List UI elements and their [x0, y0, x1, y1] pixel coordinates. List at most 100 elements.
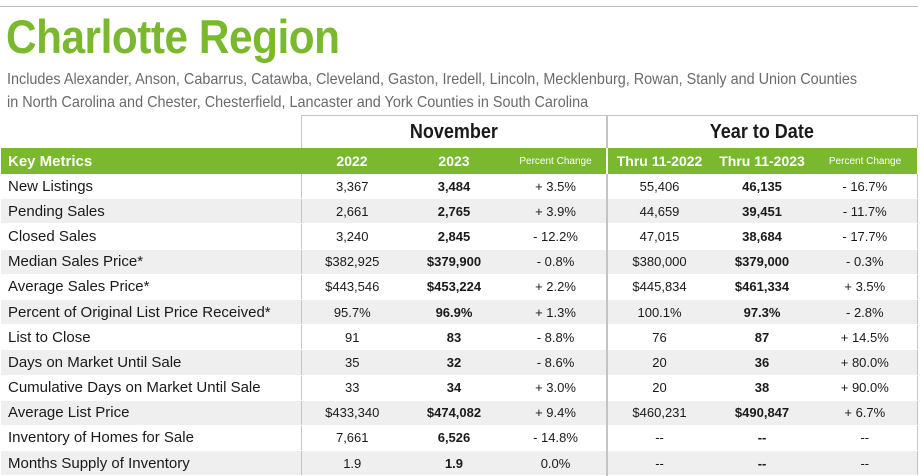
table-row: Pending Sales 2,661 2,765 + 3.9% 44,659 39,45… — [1, 198, 918, 225]
ytd-percent-change: + 14.5% — [813, 324, 918, 351]
ytd-percent-change: + 6.7% — [813, 400, 918, 426]
nov-2022-value: 33 — [300, 375, 403, 401]
nov-2023-value: 2,845 — [403, 223, 505, 250]
ytd-percent-change: -- — [813, 450, 918, 476]
metric-name: Pending Sales — [1, 198, 301, 225]
ytd-2022-value: 47,015 — [606, 223, 712, 250]
table-row: List to Close 91 83- 8.8% 76 87 + 14.5% — [1, 324, 918, 351]
ytd-2023-value: 39,451 — [711, 198, 814, 225]
header-ytd-percent-change: Percent Change — [813, 148, 918, 174]
nov-2022-value: 2,661 — [300, 198, 403, 225]
header-nov-percent-change: Percent Change — [505, 148, 608, 174]
metric-rows: New Listings 3,367 3,484 + 3.5% 55,406 46,135… — [1, 174, 918, 476]
ytd-2022-value: 76 — [606, 324, 712, 351]
nov-2023-value: 6,526 — [403, 425, 505, 452]
ytd-percent-change: + 90.0% — [813, 375, 918, 401]
header-ytd-2023: Thru 11-2023 — [711, 148, 814, 174]
nov-percent-change: - 0.8% — [505, 249, 608, 275]
metric-name: Average List Price — [1, 400, 301, 426]
ytd-2022-value: 20 — [606, 349, 712, 376]
metric-name: List to Close — [1, 324, 301, 351]
table-row: Percent of Original List Price Received*… — [1, 299, 918, 326]
ytd-2023-value: 46,135 — [711, 174, 814, 200]
group-year-to-date: Year to Date — [606, 115, 918, 148]
period-group-row: November Year to Date — [1, 115, 918, 149]
ytd-percent-change: + 80.0% — [813, 349, 918, 376]
nov-percent-change: + 1.3% — [505, 299, 608, 326]
key-metrics-table: November Year to Date Key Metrics 2022 2… — [1, 115, 918, 476]
column-header-row: Key Metrics 2022 2023 Percent Change Thr… — [1, 148, 918, 174]
nov-percent-change: + 3.9% — [505, 198, 608, 225]
group-november: November — [300, 115, 608, 148]
header-nov-2022: 2022 — [301, 148, 403, 174]
nov-2022-value: 91 — [300, 324, 403, 351]
ytd-percent-change: -- — [813, 425, 918, 452]
ytd-percent-change: + 3.5% — [813, 274, 918, 300]
table-row: Days on Market Until Sale 35 32- 8.6% 20 36 +… — [1, 349, 918, 376]
nov-percent-change: + 3.0% — [505, 375, 608, 401]
ytd-2022-value: $460,231 — [606, 400, 712, 426]
ytd-2023-value: 38 — [711, 375, 814, 401]
group-spacer — [1, 116, 301, 149]
nov-2023-value: 34 — [403, 375, 505, 401]
nov-percent-change: 0.0% — [505, 450, 608, 476]
nov-2023-value: $474,082 — [403, 400, 505, 426]
metric-name: Average Sales Price* — [1, 274, 301, 300]
ytd-2023-value: -- — [711, 450, 814, 476]
table-row: Months Supply of Inventory 1.9 1.9 0.0% -- --… — [1, 450, 918, 476]
nov-2023-value: $379,900 — [403, 249, 505, 275]
table-row: Average List Price $433,340 $474,082 + 9.4%… — [1, 400, 918, 426]
nov-2022-value: 3,367 — [300, 174, 403, 200]
nov-percent-change: + 2.2% — [505, 274, 608, 300]
nov-2022-value: 35 — [300, 349, 403, 376]
nov-percent-change: + 3.5% — [505, 174, 608, 200]
top-divider — [0, 6, 918, 7]
ytd-2023-value: 97.3% — [711, 299, 814, 326]
nov-2022-value: 1.9 — [300, 450, 403, 476]
ytd-2023-value: 87 — [711, 324, 814, 351]
nov-2023-value: $453,224 — [403, 274, 505, 300]
ytd-2023-value: -- — [711, 425, 814, 452]
nov-percent-change: + 9.4% — [505, 400, 608, 426]
nov-2023-value: 96.9% — [403, 299, 505, 326]
nov-2023-value: 1.9 — [403, 450, 505, 476]
metric-name: Median Sales Price* — [1, 249, 301, 275]
metric-name: Cumulative Days on Market Until Sale — [1, 375, 301, 401]
header-nov-2023: 2023 — [403, 148, 505, 174]
metric-name: New Listings — [1, 174, 301, 200]
metric-name: Percent of Original List Price Received* — [1, 299, 301, 326]
region-description-line-2: in North Carolina and Chester, Chesterfi… — [7, 94, 589, 111]
ytd-percent-change: - 0.3% — [813, 249, 918, 275]
ytd-percent-change: - 11.7% — [813, 198, 918, 225]
metric-name: Inventory of Homes for Sale — [1, 425, 301, 452]
nov-percent-change: - 14.8% — [505, 425, 608, 452]
metric-name: Days on Market Until Sale — [1, 349, 301, 376]
ytd-2023-value: $379,000 — [711, 249, 814, 275]
ytd-2023-value: 38,684 — [711, 223, 814, 250]
table-row: Median Sales Price* $382,925 $379,900- 0.8… — [1, 249, 918, 275]
ytd-2023-value: $461,334 — [711, 274, 814, 300]
ytd-2022-value: -- — [606, 425, 712, 452]
header-ytd-2022: Thru 11-2022 — [606, 148, 712, 174]
nov-2022-value: 3,240 — [300, 223, 403, 250]
nov-2022-value: $382,925 — [300, 249, 403, 275]
table-row: New Listings 3,367 3,484 + 3.5% 55,406 46,135… — [1, 174, 918, 200]
table-row: Cumulative Days on Market Until Sale 33 34… — [1, 375, 918, 401]
ytd-2022-value: 55,406 — [606, 174, 712, 200]
ytd-percent-change: - 2.8% — [813, 299, 918, 326]
ytd-2022-value: $380,000 — [606, 249, 712, 275]
nov-percent-change: - 12.2% — [505, 223, 608, 250]
nov-2023-value: 83 — [403, 324, 505, 351]
nov-2023-value: 2,765 — [403, 198, 505, 225]
ytd-percent-change: - 17.7% — [813, 223, 918, 250]
table-row: Closed Sales 3,240 2,845- 12.2% 47,015 38,68… — [1, 223, 918, 250]
ytd-2022-value: -- — [606, 450, 712, 476]
region-description: Includes Alexander, Anson, Cabarrus, Cat… — [7, 68, 907, 114]
table-row: Inventory of Homes for Sale 7,661 6,526- 1… — [1, 425, 918, 452]
nov-percent-change: - 8.6% — [505, 349, 608, 376]
ytd-2022-value: 100.1% — [606, 299, 712, 326]
metric-name: Months Supply of Inventory — [1, 450, 301, 476]
ytd-2023-value: 36 — [711, 349, 814, 376]
nov-2022-value: $433,340 — [300, 400, 403, 426]
ytd-2022-value: $445,834 — [606, 274, 712, 300]
